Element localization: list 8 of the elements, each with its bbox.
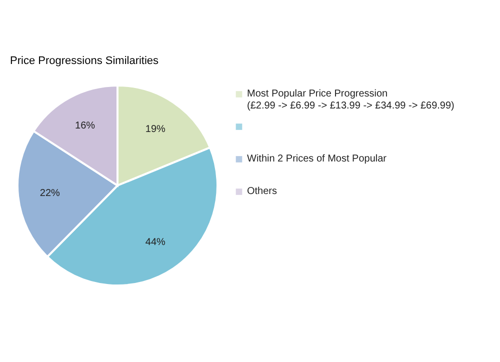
legend-label: Most Popular Price Progression (£2.99 -> £6.99 -> £13.99 -> £34.99 -> £69.99) bbox=[247, 88, 454, 112]
chart-title: Price Progressions Similarities bbox=[10, 55, 160, 67]
data-label: 44% bbox=[145, 236, 166, 248]
legend-label: Within 2 Prices of Most Popular bbox=[247, 153, 388, 164]
data-label: 19% bbox=[145, 124, 166, 136]
data-label: 16% bbox=[75, 120, 96, 132]
legend-label: Others bbox=[247, 186, 278, 197]
data-label: 22% bbox=[40, 188, 60, 199]
